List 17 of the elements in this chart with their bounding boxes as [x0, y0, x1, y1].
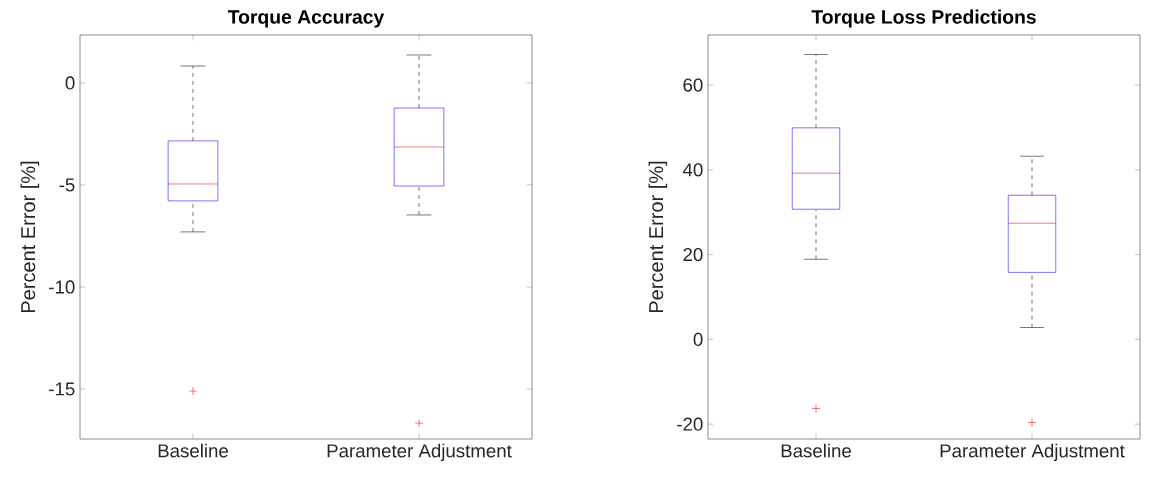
y-tick-label: 60	[683, 78, 703, 92]
x-tick-label: Parameter Adjustment	[940, 443, 1125, 462]
y-tick-label: 20	[683, 247, 703, 262]
y-tick-label: -15	[49, 382, 75, 396]
y-tick-label: 0	[65, 76, 75, 90]
y-tick-label: -10	[49, 280, 75, 294]
x-tick-label: Baseline	[158, 443, 228, 458]
y-tick-label: 0	[693, 332, 703, 346]
y-axis-title: Percent Error [%]	[20, 161, 40, 313]
x-tick-label: Baseline	[781, 443, 851, 458]
chart-title: Torque Loss Predictions	[811, 9, 1036, 28]
x-tick-label: Parameter Adjustment	[327, 443, 512, 462]
y-tick-label: 40	[682, 163, 703, 177]
y-tick-label: -5	[59, 178, 75, 192]
y-axis-title: Percent Error [%]	[648, 161, 668, 313]
y-tick-label: -20	[677, 417, 703, 431]
chart-title: Torque Accuracy	[227, 10, 385, 28]
